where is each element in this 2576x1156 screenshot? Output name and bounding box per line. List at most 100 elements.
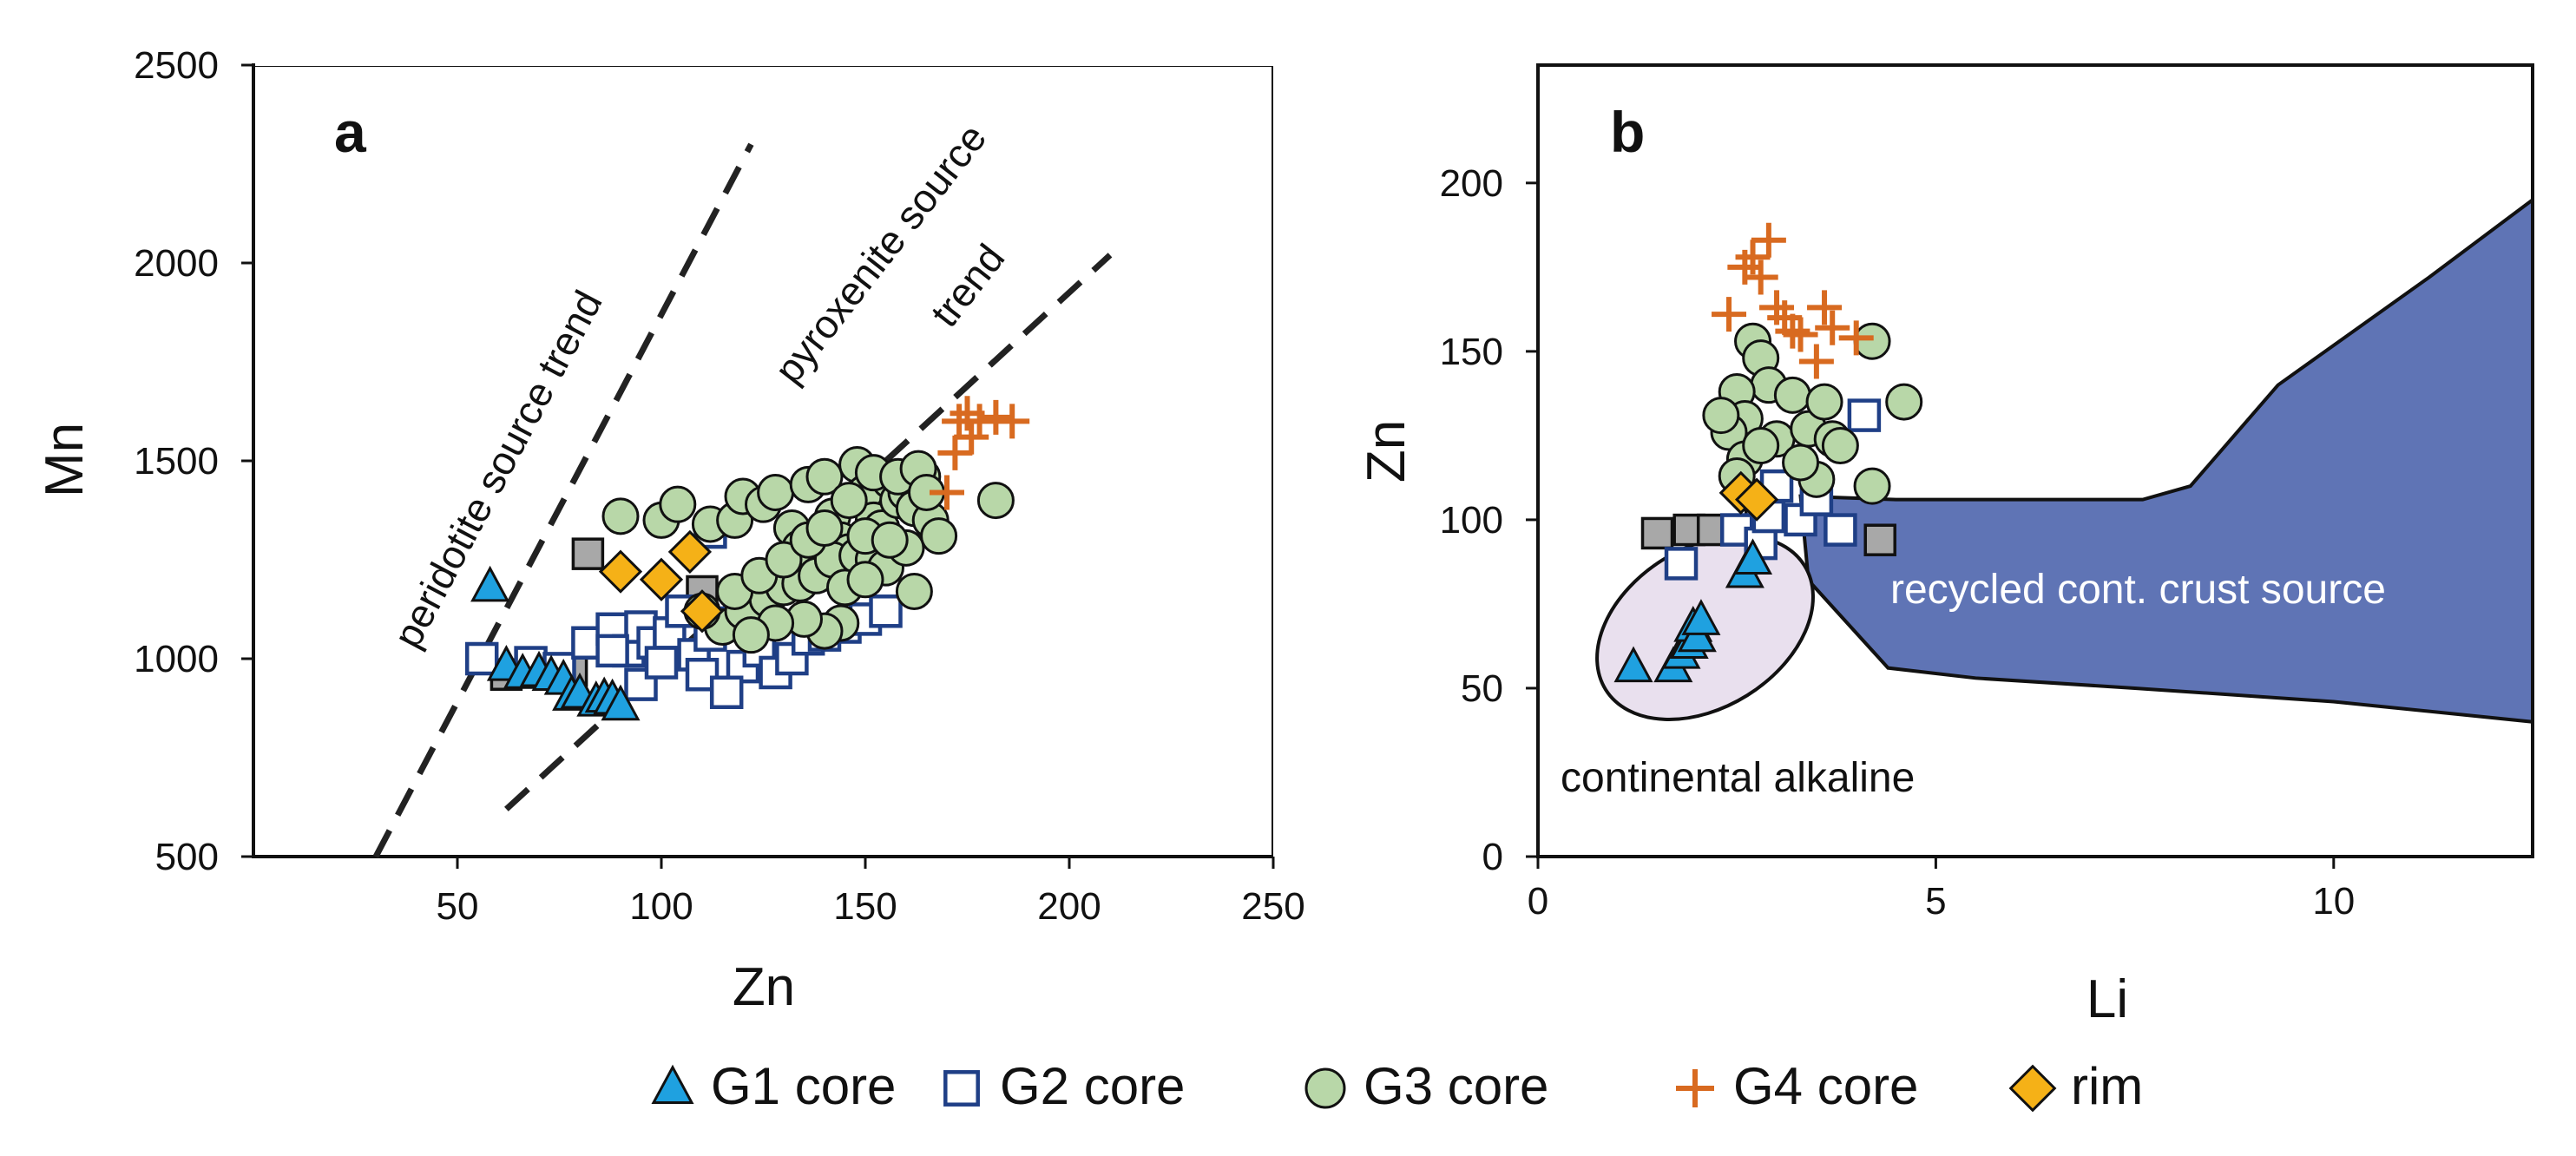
panel-b-other-point [1863, 523, 1896, 556]
panel-b-g4-core-point [1807, 290, 1843, 325]
panel-a-g2-core-point [869, 594, 903, 628]
panel-a-g4-core-point [954, 419, 989, 455]
panel-b-y-tick-label: 50 [1461, 667, 1503, 710]
panel-b-x-tick-label: 0 [1528, 880, 1548, 923]
legend-g4-core-label: G4 core [1733, 1057, 1918, 1115]
panel-b-g3-core-point [1805, 383, 1843, 421]
legend-g4-core-swatch [1676, 1069, 1714, 1107]
panel-a-g4-core-point [962, 404, 997, 439]
panel-b-x-tick-label: 10 [2312, 880, 2355, 923]
panel-a-ticks: 50 100 150 200 250 500 1000 1500 2000 2500 [134, 44, 1305, 928]
legend-g1-core-label: G1 core [711, 1057, 896, 1115]
panel-b-g3-core-point [1821, 427, 1859, 465]
panel-a-g3-core-point [757, 473, 795, 511]
panel-b-y-tick-label: 200 [1440, 162, 1503, 205]
legend-g2-core-swatch [943, 1070, 980, 1107]
panel-a-g3-core-point [830, 482, 868, 520]
panel-a-g3-core-point [976, 482, 1015, 520]
peridotite-source-trend-line [372, 142, 754, 858]
panel-b-y-tick-label: 150 [1440, 331, 1503, 373]
panel-a-trend-lines [372, 142, 1113, 858]
panel-a-g3-core-point [732, 616, 770, 654]
pyroxenite-source-trend-line [504, 253, 1113, 811]
legend-g3-core-label: G3 core [1364, 1057, 1548, 1115]
panel-b-g3-core-point [1773, 376, 1811, 414]
panel-a-g4-core-point [995, 404, 1030, 439]
panel-a-g3-core-point [871, 521, 909, 559]
recycled-crust-region-label: recycled cont. crust source [1890, 567, 2386, 613]
panel-a-label: a [334, 100, 367, 164]
panel-a-x-tick-label: 150 [833, 885, 897, 928]
legend-rim-label: rim [2071, 1057, 2143, 1115]
panel-a-g1-core-point [470, 565, 510, 602]
panel-a-y-tick-label: 1000 [134, 638, 219, 680]
panel-a-x-tick-label: 250 [1241, 885, 1304, 928]
panel-a-g3-core-point [659, 485, 697, 523]
panel-b-g2-core-point [1824, 513, 1857, 547]
panel-a-other-point [571, 537, 605, 570]
panel-b-g4-core-point [1815, 310, 1850, 345]
panel-b-y-tick-label: 100 [1440, 499, 1503, 542]
panel-b-g4-core-point [1712, 297, 1747, 332]
legend-g2-core-label: G2 core [1000, 1057, 1185, 1115]
legend-g3-core-swatch [1304, 1067, 1346, 1109]
panel-a-x-axis-title: Zn [733, 957, 795, 1017]
legend-rim-swatch [2008, 1064, 2057, 1113]
panel-a-y-axis-title: Mn [35, 423, 95, 497]
panel-a-x-tick-label: 100 [629, 885, 693, 928]
panel-a-points [464, 396, 1030, 721]
panel-a-rim-point [667, 529, 713, 575]
panel-a-g4-core-point [978, 399, 1014, 435]
panel-b-g4-core-point [1798, 344, 1834, 379]
panel-a-x-tick-label: 200 [1037, 885, 1101, 928]
panel-a-g1-core-point [601, 684, 641, 721]
panel-b-g2-core-point [1847, 398, 1882, 432]
panel-a-rim-point [639, 557, 684, 601]
panel-a-g2-core-point [595, 634, 629, 668]
panel-a-g2-core-point [464, 641, 499, 676]
panel-b-g3-core-point [1782, 443, 1820, 482]
panel-a-rim-point [680, 589, 725, 634]
panel-b-g4-core-point [1743, 259, 1778, 295]
panel-a-g3-core-point [601, 497, 640, 535]
panel-b-x-axis-title: Li [2086, 969, 2128, 1029]
panel-b-points [1613, 222, 1923, 683]
panel-b-y-tick-label: 0 [1482, 836, 1503, 878]
continental-alkaline-region-label: continental alkaline [1561, 755, 1915, 801]
panel-a-g3-core-point [895, 572, 933, 610]
panel-b-g4-core-point [1775, 313, 1810, 349]
panel-a-g4-core-point [937, 435, 973, 470]
panel-a-plot-frame [252, 63, 1275, 858]
legend-g1-core-swatch [651, 1064, 694, 1104]
panel-a-y-tick-label: 2500 [134, 44, 219, 87]
panel-a-g2-core-point [685, 657, 720, 692]
panel-b-g1-core-point [1613, 646, 1653, 683]
panel-b-g3-core-point [1742, 427, 1780, 465]
panel-a-x-tick-label: 50 [437, 885, 479, 928]
panel-b-g4-core-point [1751, 222, 1786, 258]
panel-b-g1-core-point [1733, 538, 1773, 575]
panel-a-g3-core-point [805, 509, 844, 548]
panel-b-g3-core-point [1853, 322, 1891, 360]
panel-b-g4-core-point [1838, 320, 1874, 356]
panel-a-g2-core-point [644, 646, 679, 680]
panel-b-x-tick-label: 5 [1925, 880, 1946, 923]
panel-b-g4-core-point [1783, 317, 1818, 352]
legend: G1 core G2 core G3 core G4 core rim [651, 1057, 2143, 1115]
panel-a-g3-core-point [920, 517, 958, 555]
panel-a-g2-core-point [709, 675, 744, 710]
panel-a-y-tick-label: 500 [155, 836, 219, 878]
panel-a-g3-core-point [765, 541, 803, 579]
panel-a-y-tick-label: 1500 [134, 440, 219, 483]
panel-b-label: b [1610, 100, 1645, 164]
panel-a-g3-core-point [805, 457, 844, 496]
panel-b-g3-core-point [1702, 397, 1740, 435]
panel-b-rim-point [1734, 477, 1779, 522]
panel-b-y-axis-title: Zn [1357, 420, 1416, 483]
panel-b-g1-core-point [1681, 599, 1721, 635]
panel-a-y-tick-label: 2000 [134, 242, 219, 285]
